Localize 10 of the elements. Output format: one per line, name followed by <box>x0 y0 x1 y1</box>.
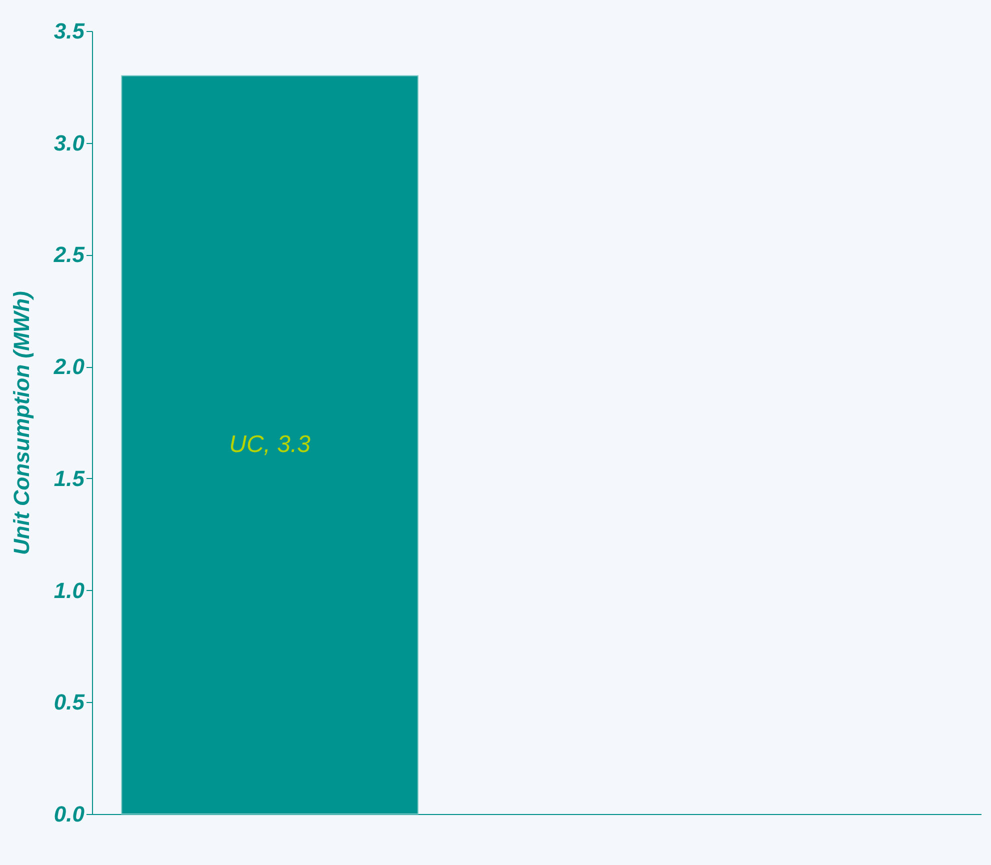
y-tick-label: 0.5 <box>54 690 86 715</box>
y-tick-label: 3.0 <box>54 130 86 156</box>
y-tick-label: 3.5 <box>54 18 86 44</box>
data-label: UC, 3.3 <box>229 430 312 458</box>
y-axis-title: Unit Consumption (MWh) <box>8 291 34 555</box>
y-tick-label: 0.0 <box>54 802 86 826</box>
y-tick-label: 1.5 <box>54 466 86 491</box>
y-tick-label: 2.0 <box>52 354 86 380</box>
y-tick-label: 2.5 <box>52 242 86 268</box>
y-tick-label: 1.0 <box>54 578 86 603</box>
